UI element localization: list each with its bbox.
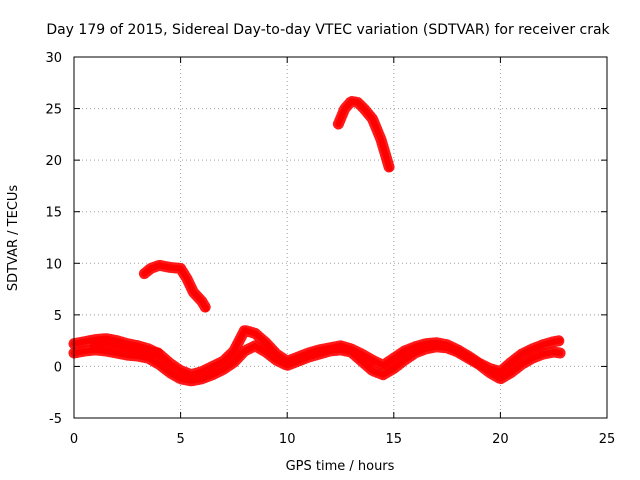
x-tick-label: 25	[599, 432, 616, 447]
series-markers-track-3	[89, 337, 165, 359]
series-group	[68, 95, 566, 387]
y-tick-label: -5	[49, 412, 62, 427]
y-axis-label: SDTVAR / TECUs	[6, 185, 21, 292]
y-tick-label: 10	[45, 257, 62, 272]
y-tick-label: 25	[45, 103, 62, 118]
y-tick-label: 30	[45, 51, 62, 66]
x-axis-label: GPS time / hours	[286, 459, 395, 474]
x-tick-label: 15	[386, 432, 403, 447]
series-markers-track-5	[332, 95, 395, 174]
tick-labels: 0 5 10 15 20 25 -5 0 5 10 15 20 25 30	[45, 51, 615, 447]
plot-frame	[73, 56, 608, 419]
axis-ticks	[73, 56, 608, 419]
x-tick-label: 0	[70, 432, 78, 447]
x-tick-label: 5	[176, 432, 184, 447]
x-tick-label: 20	[492, 432, 509, 447]
y-tick-label: 5	[54, 309, 62, 324]
y-tick-label: 20	[45, 154, 62, 169]
chart-title: Day 179 of 2015, Sidereal Day-to-day VTE…	[46, 22, 610, 38]
x-tick-label: 10	[279, 432, 296, 447]
y-tick-label: 15	[45, 206, 62, 221]
series-markers-track-4	[138, 259, 212, 315]
y-tick-label: 0	[54, 360, 62, 375]
